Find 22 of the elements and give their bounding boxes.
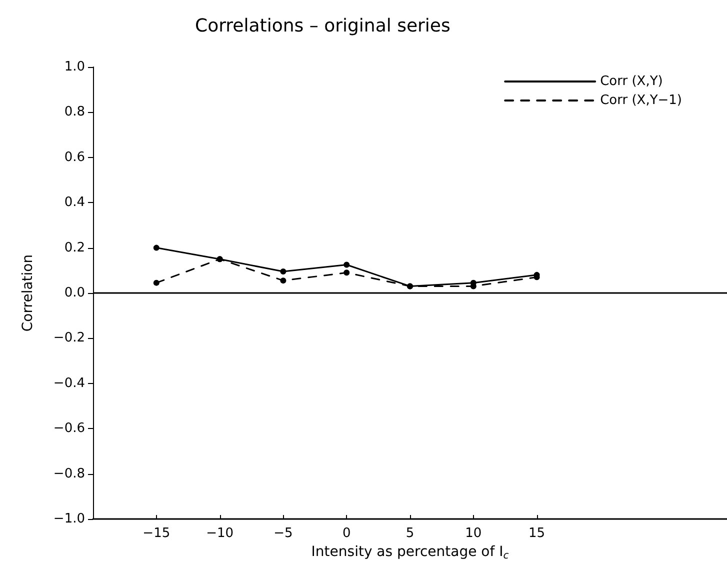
x-tick-label: −15 [142,526,170,541]
text: Corr (X,Y) [600,74,663,89]
y-tick-label: −0.2 [53,330,85,346]
x-tick-label: −10 [206,526,234,541]
y-tick-label: −1.0 [53,512,85,526]
y-tick-label: 0.6 [64,150,85,165]
y-tick-label: 0.0 [64,286,85,300]
text: Corr (X,Y−1) [600,93,682,108]
y-tick-label: 0.8 [64,104,85,120]
x-tick-label: 10 [465,526,482,541]
y-tick-label: 0.4 [64,195,85,210]
x-tick-label: −5 [274,526,293,541]
y-tick-label: 0.2 [64,240,85,256]
y-tick-label: −0.4 [53,376,85,391]
y-axis-title: Correlation [20,254,36,332]
y-tick-label: −0.6 [53,421,85,436]
y-tick-label: 1.0 [64,60,85,74]
x-tick-label: 5 [406,526,414,541]
x-tick-label: 15 [528,526,546,541]
chart-title: Correlations – original series [195,16,450,36]
x-tick-label: 0 [342,526,351,541]
y-tick-label: −0.8 [53,466,85,482]
